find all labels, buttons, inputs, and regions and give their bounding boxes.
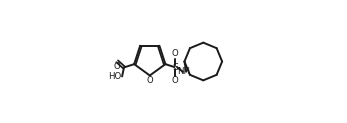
Text: NH: NH — [178, 67, 191, 76]
Text: HO: HO — [108, 72, 121, 81]
Text: O: O — [172, 76, 179, 85]
Text: O: O — [146, 76, 153, 85]
Text: S: S — [172, 63, 178, 72]
Text: O: O — [172, 49, 179, 58]
Text: O: O — [114, 62, 121, 71]
